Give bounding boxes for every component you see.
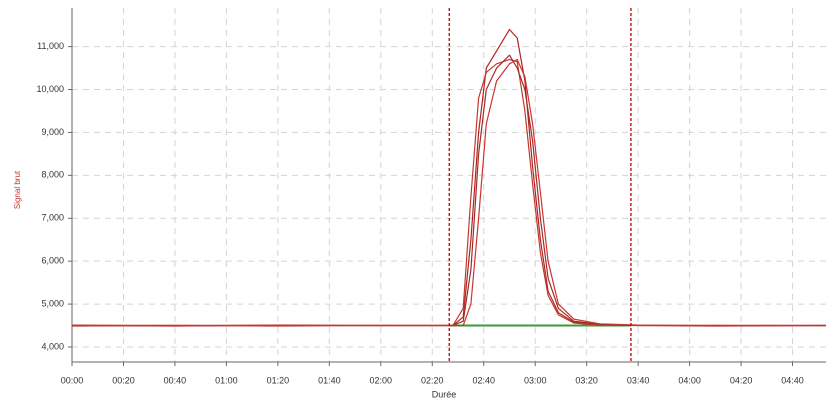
- x-tick-label: 00:00: [61, 375, 84, 385]
- x-tick-label: 00:20: [112, 375, 135, 385]
- x-tick-label: 01:40: [318, 375, 341, 385]
- x-tick-label: 04:00: [678, 375, 701, 385]
- y-tick-label: 8,000: [41, 170, 64, 180]
- y-tick-label: 7,000: [41, 213, 64, 223]
- y-tick-label: 11,000: [37, 41, 64, 51]
- x-axis-label: Durée: [432, 389, 457, 399]
- x-tick-label: 04:20: [730, 375, 753, 385]
- x-tick-label: 02:20: [421, 375, 444, 385]
- x-tick-label: 03:20: [575, 375, 598, 385]
- y-axis-label: Signal brut: [13, 170, 22, 209]
- x-tick-label: 03:40: [627, 375, 650, 385]
- x-tick-label: 01:20: [267, 375, 290, 385]
- x-tick-label: 01:00: [215, 375, 238, 385]
- y-tick-label: 5,000: [41, 298, 64, 308]
- x-tick-label: 02:00: [370, 375, 393, 385]
- series-line: [71, 58, 826, 327]
- x-tick-label: 03:00: [524, 375, 547, 385]
- y-tick-label: 9,000: [41, 127, 64, 137]
- y-tick-label: 10,000: [36, 84, 64, 94]
- y-tick-label: 4,000: [41, 341, 64, 351]
- y-tick-label: 6,000: [41, 256, 64, 266]
- x-tick-label: 00:40: [164, 375, 187, 385]
- x-tick-label: 02:40: [472, 375, 495, 385]
- x-tick-label: 04:40: [781, 375, 804, 385]
